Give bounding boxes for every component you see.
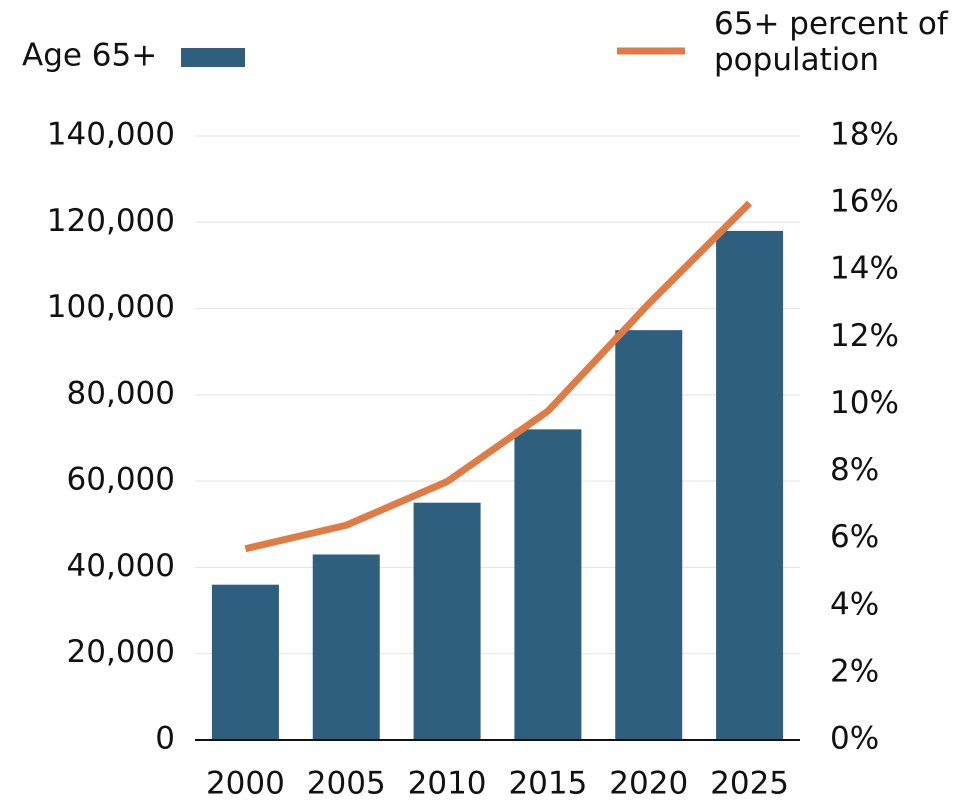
y-tick-label: 20,000 [67, 634, 175, 670]
y-tick-label: 100,000 [47, 289, 175, 325]
bar [514, 429, 582, 740]
y-tick-label: 0 [155, 721, 175, 757]
y2-tick-label: 6% [830, 519, 879, 555]
x-tick-label: 2000 [206, 766, 285, 802]
bar [615, 330, 683, 740]
x-tick-label: 2010 [408, 766, 487, 802]
x-tick-label: 2020 [609, 766, 688, 802]
y-tick-label: 80,000 [67, 375, 175, 411]
bar [716, 230, 784, 740]
y2-tick-label: 14% [830, 251, 899, 287]
y-tick-label: 140,000 [47, 117, 175, 153]
y2-tick-label: 10% [830, 385, 899, 421]
line [244, 200, 753, 553]
x-tick-label: 2025 [710, 766, 789, 802]
bar [211, 584, 279, 740]
legend-label: Age 65+ [22, 38, 157, 74]
y2-tick-label: 18% [830, 117, 899, 153]
legend-label: 65+ percent of population [714, 6, 948, 78]
y2-tick-label: 16% [830, 184, 899, 220]
bar [413, 502, 481, 740]
y-tick-label: 60,000 [67, 462, 175, 498]
y2-tick-label: 2% [830, 653, 879, 689]
x-tick-label: 2015 [508, 766, 587, 802]
legend-swatch [181, 48, 245, 67]
y2-tick-label: 4% [830, 586, 879, 622]
y2-tick-label: 0% [830, 721, 879, 757]
y2-tick-label: 12% [830, 318, 899, 354]
x-tick-label: 2005 [307, 766, 386, 802]
y2-tick-label: 8% [830, 452, 879, 488]
y-tick-label: 120,000 [47, 203, 175, 239]
bar [312, 554, 380, 740]
y-tick-label: 40,000 [67, 548, 175, 584]
